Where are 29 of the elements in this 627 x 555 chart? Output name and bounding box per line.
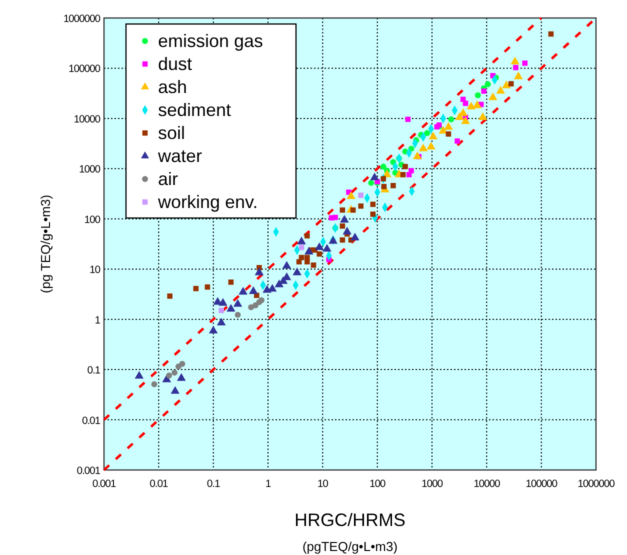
legend-label: emission gas <box>158 31 264 51</box>
y-tick-label: 1000000 <box>63 13 101 25</box>
x-tick-label: 100000 <box>526 478 558 490</box>
x-axis-title: HRGC/HRMS (pgTEQ/g•L•m3) <box>294 510 406 554</box>
y-tick-label: 10000 <box>74 113 101 126</box>
y-tick-label: 0.01 <box>82 414 101 427</box>
y-tick-label: 0.1 <box>87 364 101 377</box>
x-tick-label: 100 <box>369 478 386 490</box>
legend-label: sediment <box>158 100 232 120</box>
legend-label: ash <box>158 77 188 97</box>
y-tick-label: 1 <box>94 314 101 326</box>
y-tick-label: 100000 <box>68 63 101 76</box>
y-axis-title: (pg TEQ/g•L•m3) <box>38 194 53 294</box>
x-tick-label: 10000 <box>474 478 501 490</box>
x-tick-label: 1000000 <box>578 478 616 490</box>
legend-label: air <box>158 169 178 189</box>
x-tick-label: 0.1 <box>206 478 220 490</box>
x-tick-label: 0.01 <box>150 478 168 490</box>
x-tick-label: 10 <box>317 478 329 490</box>
x-tick-label: 1000 <box>422 478 444 490</box>
legend-label: dust <box>158 54 192 74</box>
x-tick-label: 1 <box>265 478 272 490</box>
y-tick-label: 10 <box>90 264 101 276</box>
y-tick-label: 0.001 <box>76 465 101 477</box>
y-tick-label: 1000 <box>79 164 101 176</box>
y-tick-label: 100 <box>84 214 101 226</box>
legend-label: soil <box>158 123 186 143</box>
legend-label: water <box>157 146 202 166</box>
legend-label: working env. <box>157 192 258 212</box>
